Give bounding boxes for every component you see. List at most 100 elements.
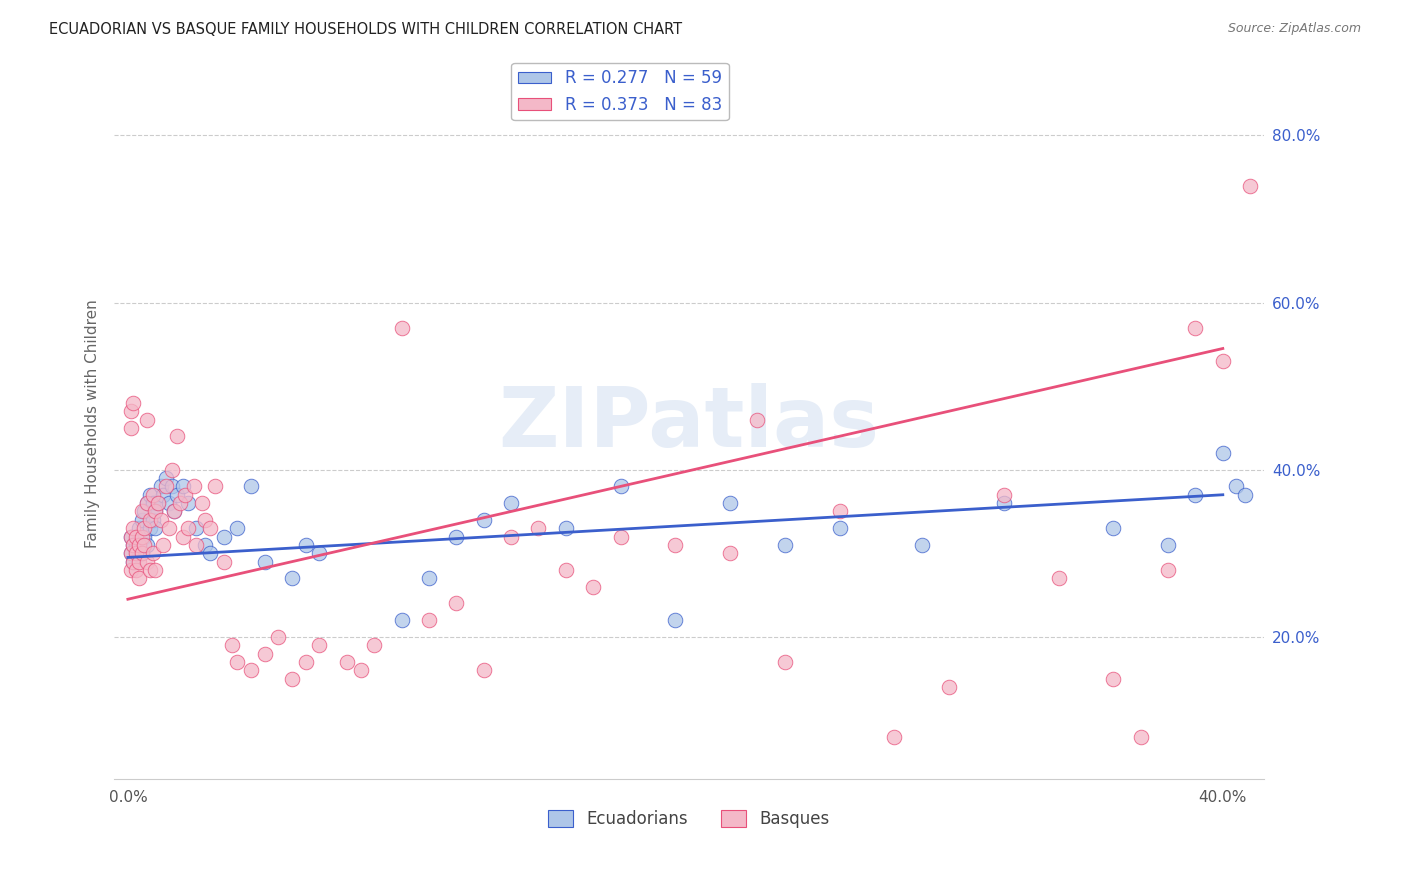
Point [120, 563, 142, 577]
Point [172, 479, 194, 493]
Point [141, 546, 163, 560]
Point [718, 546, 741, 560]
Point [294, 538, 316, 552]
Point [131, 546, 153, 560]
Point [1157, 538, 1180, 552]
Point [281, 672, 304, 686]
Point [139, 488, 162, 502]
Point [136, 412, 159, 426]
Point [174, 488, 197, 502]
Point [993, 496, 1015, 510]
Point [501, 530, 523, 544]
Point [472, 513, 495, 527]
Point [1212, 446, 1234, 460]
Point [363, 638, 385, 652]
Point [212, 530, 235, 544]
Point [125, 546, 148, 560]
Point [128, 555, 150, 569]
Point [136, 538, 159, 552]
Point [773, 538, 796, 552]
Point [125, 546, 148, 560]
Point [143, 504, 166, 518]
Point [125, 563, 148, 577]
Point [131, 530, 153, 544]
Point [160, 463, 183, 477]
Point [149, 479, 172, 493]
Point [664, 538, 686, 552]
Point [155, 479, 177, 493]
Point [143, 521, 166, 535]
Point [186, 521, 208, 535]
Point [1212, 354, 1234, 368]
Point [294, 655, 316, 669]
Point [1129, 730, 1152, 744]
Point [773, 655, 796, 669]
Point [609, 530, 631, 544]
Point [1102, 672, 1125, 686]
Point [143, 563, 166, 577]
Point [183, 479, 205, 493]
Point [155, 471, 177, 485]
Point [128, 538, 150, 552]
Point [221, 638, 243, 652]
Point [527, 521, 550, 535]
Point [157, 521, 180, 535]
Point [1233, 488, 1256, 502]
Point [828, 521, 851, 535]
Point [122, 555, 145, 569]
Point [747, 412, 769, 426]
Point [1047, 571, 1070, 585]
Point [139, 513, 162, 527]
Point [141, 513, 163, 527]
Point [191, 496, 214, 510]
Point [718, 496, 741, 510]
Point [418, 613, 440, 627]
Point [166, 488, 188, 502]
Point [391, 320, 413, 334]
Point [198, 546, 221, 560]
Point [1184, 488, 1206, 502]
Point [122, 538, 145, 552]
Point [139, 563, 162, 577]
Point [186, 538, 208, 552]
Point [143, 504, 166, 518]
Point [501, 496, 523, 510]
Point [418, 571, 440, 585]
Point [336, 655, 359, 669]
Point [146, 496, 169, 510]
Point [120, 530, 142, 544]
Point [128, 571, 150, 585]
Point [582, 580, 605, 594]
Point [125, 530, 148, 544]
Point [157, 496, 180, 510]
Point [883, 730, 905, 744]
Point [122, 521, 145, 535]
Point [131, 546, 153, 560]
Point [128, 521, 150, 535]
Point [226, 521, 249, 535]
Point [128, 538, 150, 552]
Point [1157, 563, 1180, 577]
Point [134, 504, 156, 518]
Point [136, 496, 159, 510]
Point [166, 429, 188, 443]
Point [240, 479, 263, 493]
Point [120, 546, 142, 560]
Point [146, 496, 169, 510]
Point [253, 647, 276, 661]
Point [163, 504, 186, 518]
Point [193, 538, 215, 552]
Point [134, 538, 156, 552]
Point [204, 479, 226, 493]
Point [177, 521, 200, 535]
Point [136, 496, 159, 510]
Point [160, 479, 183, 493]
Point [172, 530, 194, 544]
Point [122, 555, 145, 569]
Point [1102, 521, 1125, 535]
Point [446, 596, 468, 610]
Point [253, 555, 276, 569]
Point [1239, 178, 1261, 193]
Point [993, 488, 1015, 502]
Point [193, 513, 215, 527]
